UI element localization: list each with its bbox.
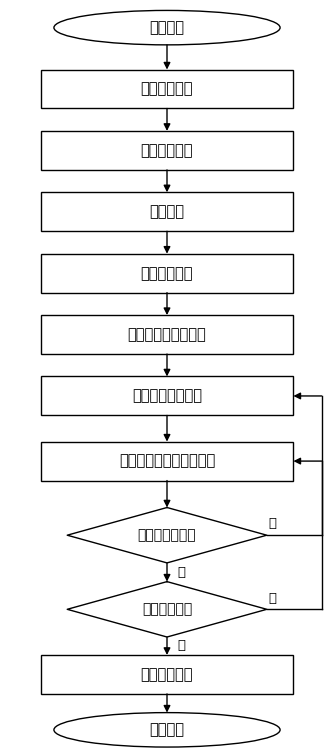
FancyBboxPatch shape [41, 655, 293, 694]
Text: 调整图像: 调整图像 [150, 204, 184, 219]
Text: 是: 是 [177, 640, 185, 652]
FancyBboxPatch shape [41, 315, 293, 354]
Text: 标准源输出检定点温度值: 标准源输出检定点温度值 [119, 454, 215, 469]
Text: 否: 否 [269, 518, 277, 530]
Text: 建立检定工程: 建立检定工程 [141, 266, 193, 280]
Text: 是: 是 [177, 566, 185, 579]
FancyBboxPatch shape [41, 376, 293, 416]
Text: 图像模块对准卡位: 图像模块对准卡位 [132, 388, 202, 404]
Text: 完成全部检定点: 完成全部检定点 [138, 528, 196, 542]
Text: 标准源与检定台连接: 标准源与检定台连接 [128, 327, 206, 342]
Text: 开始检定: 开始检定 [150, 20, 184, 35]
FancyBboxPatch shape [41, 442, 293, 481]
Text: 生成检定报告: 生成检定报告 [141, 667, 193, 682]
FancyBboxPatch shape [41, 131, 293, 170]
Ellipse shape [54, 10, 280, 45]
Text: 否: 否 [269, 592, 277, 604]
Polygon shape [67, 508, 267, 563]
FancyBboxPatch shape [41, 70, 293, 109]
Polygon shape [67, 581, 267, 637]
FancyBboxPatch shape [41, 254, 293, 292]
Text: 安放被检仪表: 安放被检仪表 [141, 143, 193, 158]
Text: 建立网络连接: 建立网络连接 [141, 82, 193, 97]
FancyBboxPatch shape [41, 192, 293, 231]
Text: 检定结束: 检定结束 [150, 722, 184, 737]
Text: 完成全部卡位: 完成全部卡位 [142, 602, 192, 616]
Ellipse shape [54, 712, 280, 747]
